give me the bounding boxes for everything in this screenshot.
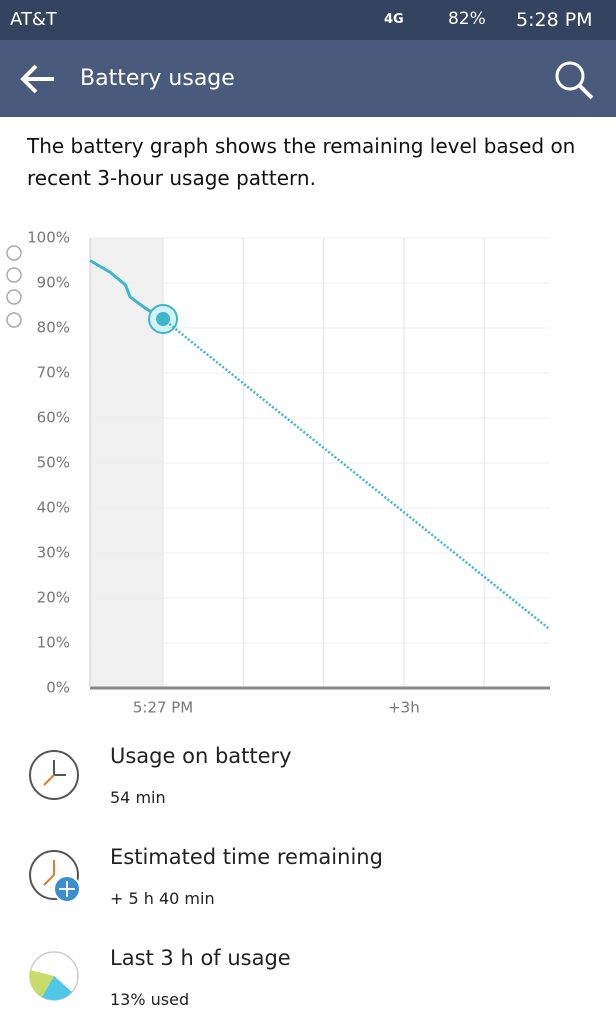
- carrier: AT&T: [10, 9, 57, 30]
- battery-level: 82%: [448, 9, 486, 29]
- clock: 5:28 PM: [516, 9, 593, 31]
- y-tick-label: 60%: [37, 409, 70, 427]
- status-bar: AT&T 4G 82% 5:28 PM: [0, 0, 616, 40]
- network: 4G: [384, 12, 404, 27]
- battery-line: [89, 259, 164, 321]
- y-tick-label: 100%: [27, 229, 70, 247]
- y-tick-label: 50%: [37, 454, 70, 472]
- item-title: Last 3 h of usage: [110, 946, 291, 970]
- y-tick-label: 0%: [46, 679, 70, 697]
- item-detail: 54 min: [110, 788, 166, 807]
- app-bar: Battery usage: [0, 40, 616, 117]
- item-detail: + 5 h 40 min: [110, 889, 215, 908]
- y-tick-label: 30%: [37, 544, 70, 562]
- item-detail: 13% used: [110, 990, 190, 1009]
- y-tick-label: 10%: [37, 634, 70, 652]
- item-icons: [29, 750, 81, 1001]
- item-title: Usage on battery: [110, 744, 292, 768]
- y-tick-label: 90%: [37, 274, 70, 292]
- back-button[interactable]: [18, 62, 58, 96]
- item-title: Estimated time remaining: [110, 845, 383, 869]
- y-tick-label: 80%: [37, 319, 70, 337]
- x-tick-label: 5:27 PM: [133, 699, 193, 717]
- x-tick-label: +3h: [388, 699, 420, 717]
- description: The battery graph shows the remaining le…: [27, 134, 576, 190]
- y-tick-label: 40%: [37, 499, 70, 517]
- y-tick-label: 70%: [37, 364, 70, 382]
- battery-chart: 0% 10% 20% 30% 40% 50% 60% 70% 80% 90% 100% 5:27 PM…: [6, 229, 551, 717]
- app-title: Battery usage: [80, 66, 235, 91]
- search-button[interactable]: [552, 58, 596, 102]
- battery-line: [162, 318, 551, 631]
- y-tick-label: 20%: [37, 589, 70, 607]
